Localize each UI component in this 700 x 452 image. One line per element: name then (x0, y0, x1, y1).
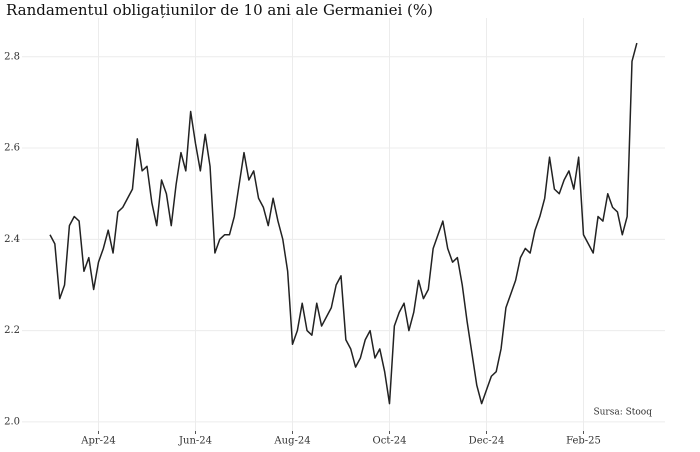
x-tick-label: Feb-25 (566, 436, 601, 447)
chart-title: Randamentul obligațiunilor de 10 ani ale… (6, 1, 433, 19)
annotation: Sursa: Stooq (593, 408, 652, 418)
y-tick-label: 2.0 (4, 416, 20, 427)
y-tick-label: 2.2 (4, 325, 20, 336)
x-tick-label: Aug-24 (273, 436, 310, 447)
x-tick-label: Oct-24 (373, 436, 407, 447)
x-tick-label: Dec-24 (469, 436, 505, 447)
x-tick-label: Jun-24 (178, 436, 212, 447)
x-tick-label: Apr-24 (80, 436, 116, 447)
line (49, 42, 638, 405)
y-tick-label: 2.4 (4, 234, 20, 245)
y-tick-label: 2.8 (4, 51, 20, 62)
y-tick-label: 2.6 (4, 143, 20, 154)
